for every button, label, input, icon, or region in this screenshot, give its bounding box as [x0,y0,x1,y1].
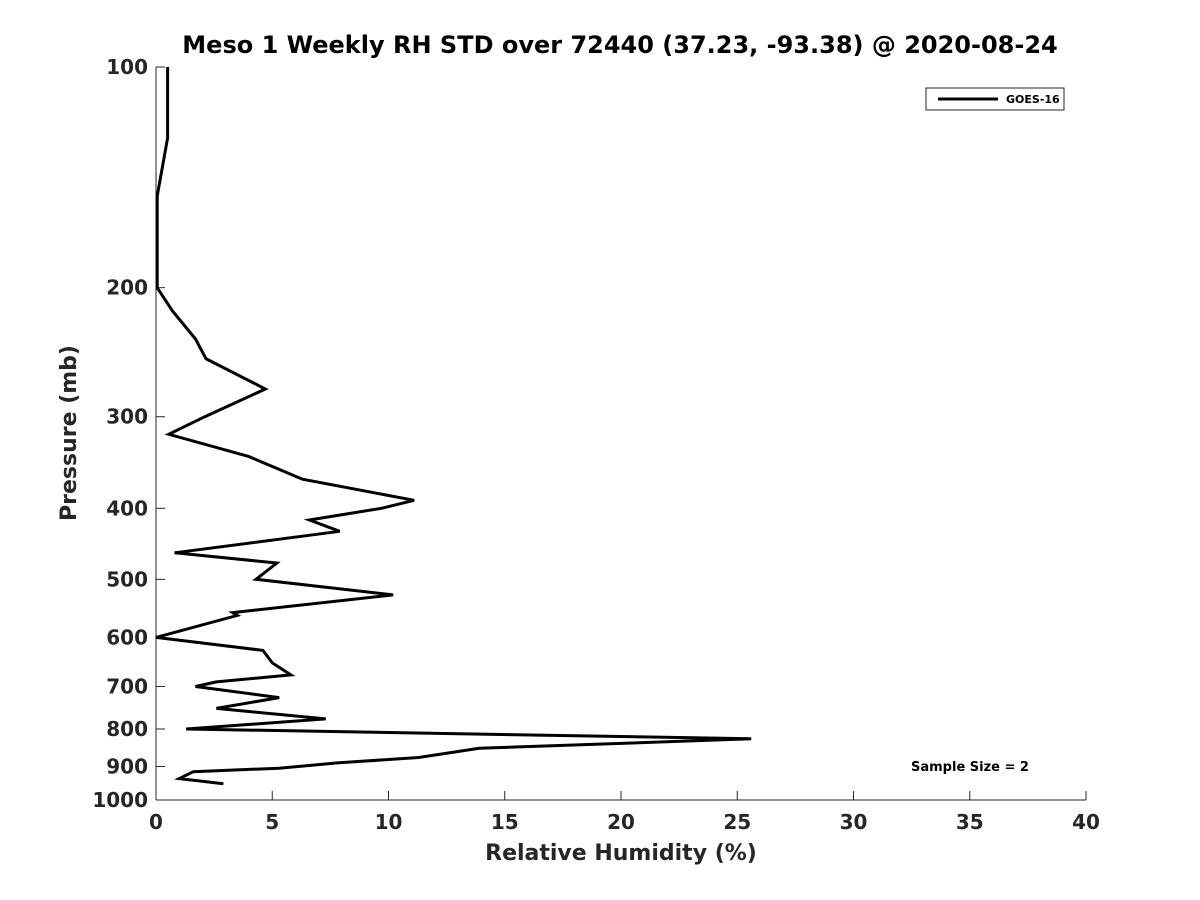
x-axis-label: Relative Humidity (%) [485,841,757,866]
y-tick-label: 100 [106,55,148,79]
y-tick-label: 200 [106,276,148,300]
x-ticks: 0 5 10 15 20 25 30 35 40 [149,791,1100,834]
x-tick-label: 25 [723,810,751,834]
y-ticks: 100 200 300 400 500 600 700 800 900 1000 [92,55,165,812]
y-axis-label: Pressure (mb) [57,345,82,521]
y-tick-label: 900 [106,754,148,778]
x-tick-label: 35 [956,810,984,834]
y-tick-label: 500 [106,567,148,591]
x-tick-label: 40 [1072,810,1100,834]
legend-entry-goes-16: GOES-16 [1006,93,1060,106]
y-tick-label: 600 [106,625,148,649]
chart-title: Meso 1 Weekly RH STD over 72440 (37.23, … [182,31,1057,59]
x-tick-label: 0 [149,810,163,834]
y-tick-label: 300 [106,405,148,429]
x-tick-label: 30 [840,810,868,834]
series-line-goes-16 [155,67,752,786]
y-tick-label: 1000 [92,788,148,812]
x-tick-label: 20 [607,810,635,834]
x-tick-label: 10 [375,810,403,834]
x-tick-label: 15 [491,810,519,834]
legend: GOES-16 [925,87,1065,111]
y-tick-label: 800 [106,717,148,741]
x-tick-label: 5 [265,810,279,834]
y-tick-label: 700 [106,674,148,698]
y-tick-label: 400 [106,496,148,520]
plot-frame [155,67,1086,801]
sample-size-annotation: Sample Size = 2 [911,760,1029,775]
